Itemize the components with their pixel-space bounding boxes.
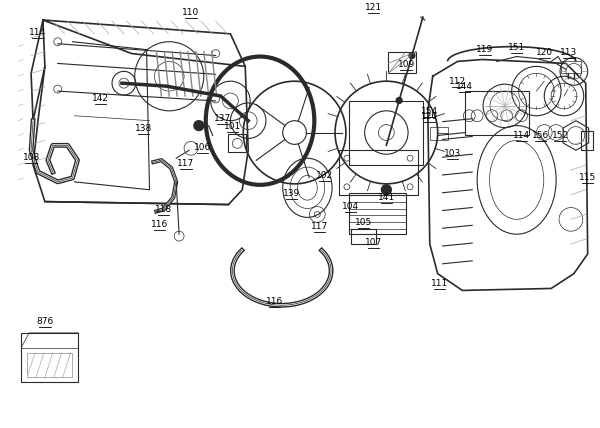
Text: 152: 152 [551,131,569,140]
Text: 118: 118 [155,205,172,214]
Text: 115: 115 [579,173,596,182]
Circle shape [382,185,391,195]
Text: 114: 114 [513,131,530,140]
Text: 117: 117 [178,159,194,168]
Text: 114: 114 [29,28,47,37]
Text: 103: 103 [444,149,461,158]
Text: 138: 138 [135,124,152,133]
Text: 119: 119 [476,45,494,54]
Text: 117: 117 [311,222,328,231]
Text: 141: 141 [378,193,395,202]
Text: 137: 137 [214,114,231,123]
Text: 105: 105 [355,218,372,227]
Bar [561,62,581,73]
Bar [349,101,423,165]
Text: 107: 107 [365,238,382,247]
Circle shape [194,121,204,131]
Text: 104: 104 [342,202,359,211]
Text: 110: 110 [182,8,200,17]
Text: 121: 121 [365,3,382,12]
Text: 120: 120 [421,112,439,121]
Text: 113: 113 [560,48,578,56]
Text: 112: 112 [449,77,466,86]
Text: 144: 144 [456,82,473,91]
Text: 116: 116 [151,220,168,229]
Text: 154: 154 [421,107,439,116]
Text: 111: 111 [431,279,448,288]
Text: 109: 109 [397,60,415,69]
Text: 101: 101 [224,122,241,131]
Bar [21,333,79,382]
Bar [466,91,529,136]
Bar [339,150,418,195]
Text: 142: 142 [92,94,109,103]
Circle shape [396,98,402,104]
Text: 876: 876 [36,317,53,326]
Text: 116: 116 [266,297,283,306]
Text: 151: 151 [508,43,525,52]
Circle shape [409,53,415,59]
Bar [349,193,406,234]
Bar [229,134,246,152]
Bar [430,127,448,140]
Bar [351,229,376,244]
Bar [27,353,71,377]
Bar [388,52,416,73]
Text: 106: 106 [194,143,211,152]
Text: 139: 139 [283,189,300,198]
Text: 102: 102 [316,171,333,180]
Text: 108: 108 [22,153,40,162]
Text: 156: 156 [532,131,549,140]
Bar [581,131,593,150]
Text: 120: 120 [536,48,553,56]
